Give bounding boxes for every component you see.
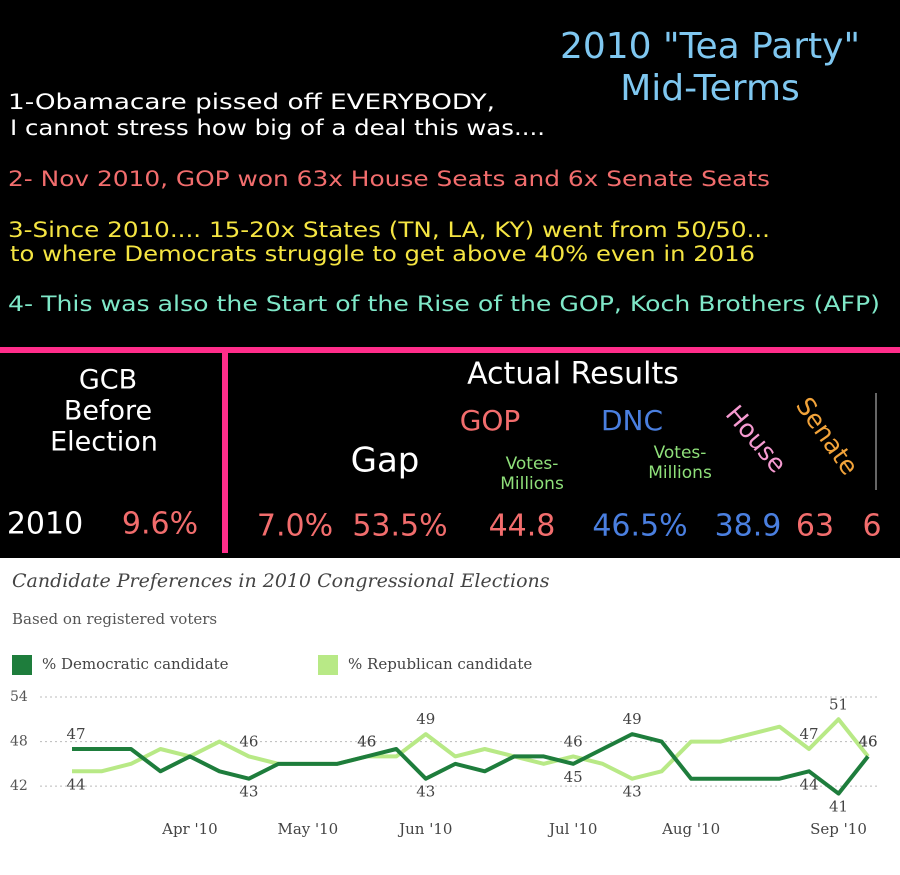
table-header: Actual Results bbox=[467, 357, 679, 392]
point-text: I cannot stress how big of a deal this w… bbox=[10, 116, 545, 140]
data-label: 47 bbox=[799, 725, 818, 743]
title-line: Mid-Terms bbox=[620, 68, 800, 109]
y-tick-label: 42 bbox=[10, 778, 28, 794]
table-header: Before bbox=[64, 396, 152, 427]
legend-label: % Democratic candidate bbox=[42, 655, 229, 673]
table-header: DNC bbox=[601, 404, 663, 437]
table-header: Millions bbox=[500, 474, 564, 494]
data-label: 46 bbox=[357, 732, 376, 750]
divider bbox=[0, 347, 900, 353]
data-label: 43 bbox=[416, 783, 435, 801]
data-label: 49 bbox=[416, 710, 435, 728]
data-label: 43 bbox=[623, 783, 642, 801]
x-tick-label: Sep '10 bbox=[810, 820, 867, 838]
table-cell: 7.0% bbox=[257, 509, 333, 544]
chart-title: Candidate Preferences in 2010 Congressio… bbox=[12, 570, 550, 592]
table-header: Votes- bbox=[654, 443, 707, 463]
x-tick-label: Jun '10 bbox=[397, 820, 452, 838]
x-tick-label: Jul '10 bbox=[547, 820, 597, 838]
data-label: 44 bbox=[799, 775, 818, 793]
data-label: 46 bbox=[357, 732, 376, 750]
point-text: to where Democrats struggle to get above… bbox=[10, 242, 755, 266]
chart-background bbox=[0, 558, 900, 875]
point-text: 2- Nov 2010, GOP won 63x House Seats and… bbox=[8, 167, 770, 191]
series-line bbox=[72, 732, 870, 796]
x-tick-label: Apr '10 bbox=[161, 820, 218, 838]
table-header: Millions bbox=[648, 463, 712, 483]
table-header: GOP bbox=[460, 404, 521, 437]
point-text: 3-Since 2010.... 15-20x States (TN, LA, … bbox=[8, 218, 770, 242]
legend-swatch bbox=[12, 655, 32, 675]
table-cell: 6 bbox=[862, 509, 881, 544]
x-tick-label: May '10 bbox=[277, 820, 338, 838]
table-header: Gap bbox=[351, 441, 420, 481]
data-label: 49 bbox=[623, 710, 642, 728]
table-cell: 38.9 bbox=[715, 509, 782, 544]
top-background bbox=[0, 0, 900, 558]
title-line: 2010 "Tea Party" bbox=[560, 26, 860, 67]
x-tick-label: Aug '10 bbox=[661, 820, 720, 838]
y-tick-label: 48 bbox=[10, 734, 28, 750]
table-cell: 53.5% bbox=[352, 509, 447, 544]
data-label: 51 bbox=[829, 695, 848, 713]
data-label: 45 bbox=[564, 768, 583, 786]
y-tick-label: 54 bbox=[10, 689, 28, 705]
legend-label: % Republican candidate bbox=[348, 655, 532, 673]
data-label: 46 bbox=[858, 732, 877, 750]
data-label: 44 bbox=[66, 775, 85, 793]
point-text: 4- This was also the Start of the Rise o… bbox=[8, 292, 880, 316]
data-label: 46 bbox=[564, 732, 583, 750]
chart-subtitle: Based on registered voters bbox=[12, 610, 217, 628]
table-cell: 63 bbox=[796, 509, 834, 544]
table-cell: 2010 bbox=[7, 507, 83, 542]
legend-swatch bbox=[318, 655, 338, 675]
series-line bbox=[72, 717, 870, 781]
table-header: Election bbox=[50, 427, 158, 458]
data-label: 47 bbox=[66, 725, 85, 743]
data-label: 43 bbox=[239, 783, 258, 801]
table-cell: 44.8 bbox=[489, 509, 556, 544]
data-label: 46 bbox=[239, 732, 258, 750]
table-cell: 46.5% bbox=[592, 509, 687, 544]
divider bbox=[222, 353, 228, 553]
point-text: 1-Obamacare pissed off EVERYBODY, bbox=[8, 90, 495, 114]
table-header: GCB bbox=[79, 365, 137, 396]
data-label: 41 bbox=[829, 798, 848, 816]
table-header: Votes- bbox=[506, 454, 559, 474]
data-label: 46 bbox=[858, 732, 877, 750]
table-cell: 9.6% bbox=[122, 507, 198, 542]
